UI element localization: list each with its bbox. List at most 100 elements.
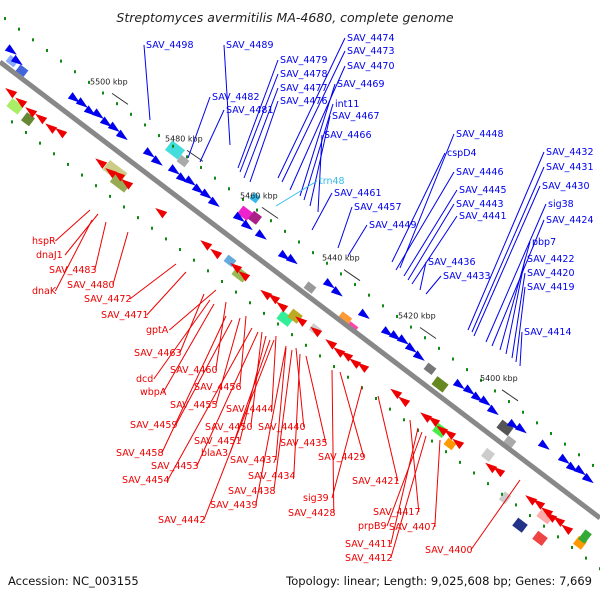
feature-block bbox=[303, 281, 317, 294]
reverse-gene-arrow bbox=[155, 207, 168, 219]
leader-line bbox=[515, 286, 526, 363]
gene-label: SAV_4439 bbox=[210, 500, 258, 511]
forward-gene-arrow bbox=[357, 308, 370, 320]
position-tick-label: 5420 kbp bbox=[398, 311, 436, 320]
forward-gene-arrow bbox=[67, 92, 80, 103]
track-dot bbox=[25, 131, 27, 134]
forward-gene-arrow bbox=[478, 395, 491, 406]
feature-block bbox=[532, 530, 548, 547]
track-dot bbox=[46, 48, 48, 52]
gene-label: gptA bbox=[146, 325, 169, 336]
leader-line bbox=[309, 115, 331, 207]
track-dot bbox=[193, 258, 195, 262]
leader-line bbox=[425, 275, 442, 295]
leader-line bbox=[223, 44, 231, 146]
track-dot bbox=[242, 197, 244, 201]
forward-gene-arrow bbox=[565, 461, 578, 473]
gene-label: SAV_4457 bbox=[354, 202, 402, 213]
gene-label: SAV_4422 bbox=[527, 254, 575, 265]
track-dot bbox=[11, 120, 13, 124]
leader-line bbox=[470, 479, 521, 551]
feature-block bbox=[165, 140, 185, 160]
leader-line bbox=[390, 427, 419, 545]
leader-line bbox=[434, 439, 441, 528]
leader-line bbox=[271, 335, 277, 410]
track-dot bbox=[4, 17, 6, 21]
gene-label: SAV_4437 bbox=[230, 455, 278, 466]
leader-line bbox=[331, 385, 363, 499]
gene-label: pbp7 bbox=[532, 237, 556, 248]
gene-label: SAV_4431 bbox=[546, 162, 594, 173]
leader-line bbox=[347, 224, 368, 257]
forward-gene-arrow bbox=[83, 105, 96, 116]
reverse-gene-arrow bbox=[121, 179, 134, 190]
leader-line bbox=[419, 261, 427, 291]
track-dot bbox=[256, 208, 258, 212]
gene-label: SAV_4428 bbox=[288, 508, 336, 519]
forward-gene-arrow bbox=[396, 334, 409, 345]
leader-line bbox=[215, 317, 241, 406]
track-dot bbox=[88, 80, 90, 84]
gene-label: sig38 bbox=[548, 199, 574, 210]
gene-label: SAV_4414 bbox=[524, 327, 572, 338]
track-dot bbox=[571, 545, 573, 549]
gene-label: SAV_4479 bbox=[280, 55, 328, 66]
gene-label: SAV_4407 bbox=[389, 522, 437, 533]
forward-gene-arrow bbox=[150, 155, 163, 166]
forward-gene-arrow bbox=[557, 453, 570, 465]
forward-gene-arrow bbox=[199, 188, 212, 199]
forward-gene-arrow bbox=[115, 129, 128, 141]
gene-label: SAV_4440 bbox=[258, 422, 306, 433]
track-dot bbox=[144, 123, 146, 127]
gene-label: SAV_4421 bbox=[352, 476, 400, 487]
track-dot bbox=[291, 333, 293, 337]
gene-label: SAV_4466 bbox=[324, 130, 372, 141]
position-tick-label: 5500 kbp bbox=[90, 77, 128, 86]
position-tick-label: 5440 kbp bbox=[322, 254, 360, 263]
leader-line bbox=[331, 369, 335, 514]
leader-line bbox=[377, 395, 399, 482]
track-dot bbox=[298, 240, 300, 244]
track-dot bbox=[466, 368, 468, 372]
gene-label: SAV_4434 bbox=[248, 471, 296, 482]
leader-line bbox=[255, 345, 287, 506]
reverse-gene-arrow bbox=[295, 316, 308, 327]
position-tick-label: 5460 kbp bbox=[240, 191, 278, 200]
track-dot bbox=[333, 365, 335, 369]
gene-label: SAV_4460 bbox=[170, 365, 218, 376]
track-dot bbox=[382, 304, 384, 308]
leader-line bbox=[55, 209, 91, 242]
forward-gene-arrow bbox=[486, 404, 499, 416]
gene-labels: SAV_4498 SAV_4489 SAV_4474 SAV_4473 SAV_4479… bbox=[32, 33, 594, 564]
forward-gene-arrow bbox=[207, 196, 220, 208]
leader-line bbox=[146, 271, 187, 316]
gene-label: SAV_4432 bbox=[546, 147, 594, 158]
position-tick-label: 5480 kbp bbox=[165, 134, 203, 143]
track-dot bbox=[445, 450, 447, 454]
track-dot bbox=[186, 155, 188, 159]
leader-line bbox=[243, 87, 279, 179]
forward-gene-arrow bbox=[506, 418, 519, 430]
reverse-gene-arrow bbox=[55, 127, 68, 139]
reverse-gene-arrow bbox=[493, 466, 506, 478]
track-dot bbox=[179, 248, 181, 252]
gene-label: SAV_4476 bbox=[280, 96, 328, 107]
track-dot bbox=[522, 410, 524, 414]
reverse-gene-arrow bbox=[268, 293, 281, 305]
track-dot bbox=[305, 343, 307, 347]
gene-label: int11 bbox=[335, 99, 359, 110]
gene-label: SAV_4471 bbox=[101, 310, 149, 321]
leader-line bbox=[386, 431, 423, 527]
reverse-gene-arrow bbox=[390, 388, 403, 400]
track-dot bbox=[207, 269, 209, 273]
gene-label: SAV_4489 bbox=[226, 40, 274, 51]
track-dot bbox=[319, 354, 321, 358]
forward-gene-arrow bbox=[91, 108, 104, 119]
gene-label: SAV_4470 bbox=[347, 61, 395, 72]
track-dot bbox=[403, 418, 405, 422]
genome-summary-text: Topology: linear; Length: 9,025,608 bp; … bbox=[285, 574, 592, 588]
forward-gene-arrow bbox=[99, 116, 112, 127]
reverse-gene-arrow bbox=[485, 462, 498, 474]
track-dot bbox=[592, 463, 594, 467]
reverse-gene-arrow bbox=[238, 271, 251, 282]
